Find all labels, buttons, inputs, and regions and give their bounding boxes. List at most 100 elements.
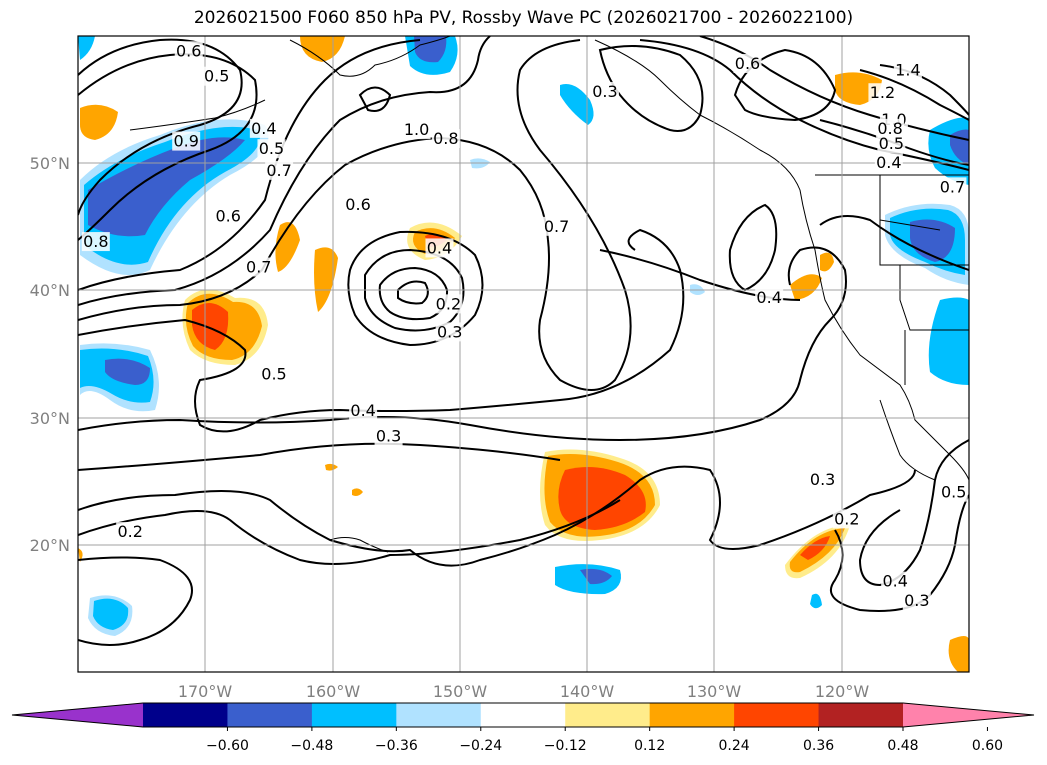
- contour-label-bg: [874, 153, 903, 173]
- contour-label-bg: [434, 294, 463, 314]
- contour-label: 0.6: [176, 41, 201, 60]
- contour-label-bg: [902, 590, 931, 610]
- colorbar-segment: [227, 703, 313, 727]
- contour-label-bg: [733, 53, 762, 73]
- colorbar-segment: [818, 703, 904, 727]
- contour-label: 0.3: [904, 591, 929, 610]
- colorbar-tick-label: −0.36: [375, 738, 418, 754]
- contour-label: 0.5: [879, 134, 904, 153]
- map-title: 2026021500 F060 850 hPa PV, Rossby Wave …: [193, 8, 854, 28]
- contour-label-bg: [214, 206, 243, 226]
- lon-tick-150w: 150°W: [433, 682, 488, 701]
- lat-tick-50n: 50°N: [30, 154, 70, 173]
- lon-tick-labels: 170°W 160°W 150°W 140°W 130°W 120°W: [178, 682, 870, 701]
- contour-label: 0.5: [941, 483, 966, 502]
- coastlines: [129, 36, 969, 553]
- contour-label: 0.3: [810, 470, 835, 489]
- contour-label-bg: [402, 120, 431, 140]
- contour-label: 0.5: [261, 364, 286, 383]
- contour-label: 0.7: [246, 258, 271, 277]
- lon-tick-140w: 140°W: [560, 682, 615, 701]
- lat-tick-40n: 40°N: [30, 281, 70, 300]
- contour-label: 0.6: [345, 195, 370, 214]
- lat-tick-labels: 50°N 40°N 30°N 20°N: [30, 154, 70, 555]
- colorbar-tick-label: −0.24: [459, 738, 502, 754]
- contour-label: 0.2: [436, 294, 461, 313]
- contour-label-bg: [808, 469, 837, 489]
- contour-label-bg: [249, 118, 278, 138]
- contour-label-bg: [257, 139, 286, 159]
- colorbar-extend-max: [903, 703, 1034, 727]
- contour-label-bg: [260, 364, 289, 384]
- colorbar-tick-label: −0.12: [544, 738, 587, 754]
- colorbar-tick-label: −0.48: [290, 738, 333, 754]
- contour-label: 0.4: [251, 119, 276, 138]
- contour-label-bg: [877, 134, 906, 154]
- contour-label-bg: [244, 257, 273, 277]
- colorbar-extend-min: [12, 703, 143, 727]
- contour-label-bg: [755, 288, 784, 308]
- colorbar-tick-label: 0.60: [972, 738, 1003, 754]
- colorbar-segment: [143, 703, 228, 727]
- contour-label: 0.8: [877, 119, 902, 138]
- colorbar-tick-label: 0.24: [719, 738, 750, 754]
- contour-label-bg: [431, 129, 460, 149]
- contour-label: 0.7: [266, 161, 291, 180]
- contour-label: 0.8: [83, 232, 108, 251]
- colorbar-tick-label: 0.48: [887, 738, 918, 754]
- contour-label: 0.4: [882, 572, 907, 591]
- contour-label: 0.9: [173, 132, 198, 151]
- contour-label: 0.5: [259, 139, 284, 158]
- colorbar-segment: [396, 703, 482, 727]
- contour-label-bg: [425, 238, 454, 258]
- contour-label-bg: [374, 426, 403, 446]
- colorbar-tick-label: −0.60: [206, 738, 249, 754]
- contour-label: 1.2: [870, 83, 895, 102]
- contour-label: 0.2: [117, 522, 142, 541]
- contour-label: 0.4: [756, 288, 781, 307]
- contour-label: 0.7: [940, 177, 965, 196]
- contour-label-bg: [349, 401, 378, 421]
- contour-label-bg: [542, 216, 571, 236]
- contour-label-bg: [174, 41, 203, 61]
- contour-label: 0.3: [376, 427, 401, 446]
- contour-label: 0.4: [427, 238, 452, 257]
- contour-label: 0.6: [215, 207, 240, 226]
- contour-label-bg: [893, 60, 922, 80]
- colorbar-segment: [649, 703, 735, 727]
- lon-tick-120w: 120°W: [815, 682, 870, 701]
- contour-label-bg: [172, 131, 201, 151]
- contour-label-bg: [344, 195, 373, 215]
- lon-tick-130w: 130°W: [687, 682, 742, 701]
- lon-tick-160w: 160°W: [306, 682, 361, 701]
- contour-label: 0.7: [544, 217, 569, 236]
- contour-label-bg: [868, 83, 897, 103]
- contour-labels: 0.60.50.40.50.70.60.80.91.0 0.80.60.70.40…: [81, 41, 968, 610]
- contour-label: 1.4: [895, 60, 920, 79]
- contour-label: 0.6: [735, 54, 760, 73]
- contour-label-bg: [202, 66, 231, 86]
- contour-label: 0.3: [437, 322, 462, 341]
- contour-label-bg: [876, 118, 905, 138]
- colorbar-segment: [480, 703, 566, 727]
- colorbar-tick-label: 0.36: [803, 738, 834, 754]
- contour-label: 0.4: [350, 401, 375, 420]
- colorbar-tick-label: 0.12: [634, 738, 665, 754]
- colorbar-segment: [311, 703, 397, 727]
- lat-tick-20n: 20°N: [30, 536, 70, 555]
- contour-label: 0.8: [433, 129, 458, 148]
- contour-label: 0.2: [834, 509, 859, 528]
- colorbar: −0.60 −0.48 −0.36 −0.24 −0.12 0.12 0.24 0.36 0.4…: [11, 702, 1035, 754]
- contour-label-bg: [590, 81, 619, 101]
- contour-label: 0.3: [592, 82, 617, 101]
- contour-label-bg: [116, 522, 145, 542]
- contour-label-bg: [81, 232, 110, 252]
- lon-tick-170w: 170°W: [178, 682, 233, 701]
- contour-label: 1.0: [404, 120, 429, 139]
- colorbar-outline: [11, 702, 1035, 728]
- graticule: [78, 36, 969, 672]
- contour-label-bg: [938, 177, 967, 197]
- contour-label: 0.4: [876, 153, 901, 172]
- contour-label-bg: [435, 322, 464, 342]
